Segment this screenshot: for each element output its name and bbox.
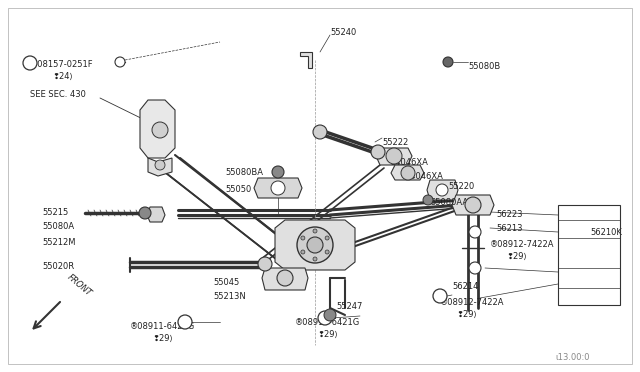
Circle shape — [155, 160, 165, 170]
Circle shape — [401, 166, 415, 180]
Polygon shape — [254, 178, 302, 198]
Polygon shape — [140, 100, 175, 158]
Circle shape — [313, 125, 327, 139]
Circle shape — [139, 207, 151, 219]
Circle shape — [325, 236, 329, 240]
Circle shape — [465, 197, 481, 213]
Circle shape — [433, 289, 447, 303]
Polygon shape — [147, 207, 165, 222]
Text: 55212M: 55212M — [42, 238, 76, 247]
Text: N: N — [323, 315, 328, 321]
Polygon shape — [262, 268, 308, 290]
Circle shape — [325, 250, 329, 254]
Text: 55213N: 55213N — [213, 292, 246, 301]
Circle shape — [386, 148, 402, 164]
Text: 55247: 55247 — [336, 302, 362, 311]
Text: ❢24⟩: ❢24⟩ — [52, 72, 73, 81]
Circle shape — [436, 184, 448, 196]
Circle shape — [23, 56, 37, 70]
Text: ❢29⟩: ❢29⟩ — [317, 330, 338, 339]
Circle shape — [297, 227, 333, 263]
Circle shape — [178, 315, 192, 329]
Text: N: N — [472, 230, 477, 234]
Text: 54046XA: 54046XA — [390, 158, 428, 167]
Circle shape — [115, 57, 125, 67]
Circle shape — [313, 229, 317, 233]
Text: N: N — [182, 320, 188, 324]
Text: 55080A: 55080A — [42, 222, 74, 231]
Text: N: N — [472, 266, 477, 270]
Text: FRONT: FRONT — [65, 273, 93, 298]
Circle shape — [272, 166, 284, 178]
Text: ®08157-0251F: ®08157-0251F — [30, 60, 93, 69]
Circle shape — [469, 226, 481, 238]
Text: 55080B: 55080B — [468, 62, 500, 71]
Circle shape — [301, 236, 305, 240]
Text: 55215: 55215 — [42, 208, 68, 217]
Polygon shape — [452, 195, 494, 215]
Circle shape — [469, 262, 481, 274]
Text: ❢29⟩: ❢29⟩ — [456, 310, 477, 319]
Text: 55080AA: 55080AA — [430, 198, 468, 207]
Circle shape — [152, 122, 168, 138]
Text: 55240: 55240 — [330, 28, 356, 37]
Text: 56210K: 56210K — [590, 228, 622, 237]
Text: B: B — [28, 60, 33, 66]
Text: 55020R: 55020R — [42, 262, 74, 271]
Circle shape — [277, 270, 293, 286]
Text: 56223: 56223 — [496, 210, 522, 219]
Text: 55050: 55050 — [225, 185, 252, 194]
Text: 55080BA: 55080BA — [225, 168, 263, 177]
Circle shape — [301, 250, 305, 254]
Bar — [558, 205, 620, 305]
Polygon shape — [148, 158, 172, 176]
Circle shape — [313, 257, 317, 261]
Text: ®08912-7422A: ®08912-7422A — [440, 298, 504, 307]
Text: ❢29⟩: ❢29⟩ — [152, 334, 173, 343]
Circle shape — [443, 57, 453, 67]
Text: ❢29⟩: ❢29⟩ — [506, 252, 527, 261]
Text: N: N — [437, 294, 443, 298]
Text: ®08911-6421G: ®08911-6421G — [130, 322, 195, 331]
Text: 55220: 55220 — [448, 182, 474, 191]
Circle shape — [324, 309, 336, 321]
Polygon shape — [300, 52, 312, 68]
Text: 56213: 56213 — [496, 224, 522, 233]
Text: SEE SEC. 430: SEE SEC. 430 — [30, 90, 86, 99]
Circle shape — [271, 181, 285, 195]
Text: 54046XA: 54046XA — [405, 172, 443, 181]
Polygon shape — [427, 180, 458, 200]
Polygon shape — [391, 165, 424, 180]
Polygon shape — [376, 148, 412, 165]
Text: ®08912-7422A: ®08912-7422A — [490, 240, 554, 249]
Circle shape — [371, 145, 385, 159]
Polygon shape — [275, 220, 355, 270]
Text: 55045: 55045 — [213, 278, 239, 287]
Circle shape — [318, 311, 332, 325]
Circle shape — [307, 237, 323, 253]
Text: 56214: 56214 — [452, 282, 478, 291]
Text: ι13.00:0: ι13.00:0 — [556, 353, 590, 362]
Circle shape — [258, 257, 272, 271]
Text: 55222: 55222 — [382, 138, 408, 147]
Text: ®08911-6421G: ®08911-6421G — [295, 318, 360, 327]
Circle shape — [423, 195, 433, 205]
